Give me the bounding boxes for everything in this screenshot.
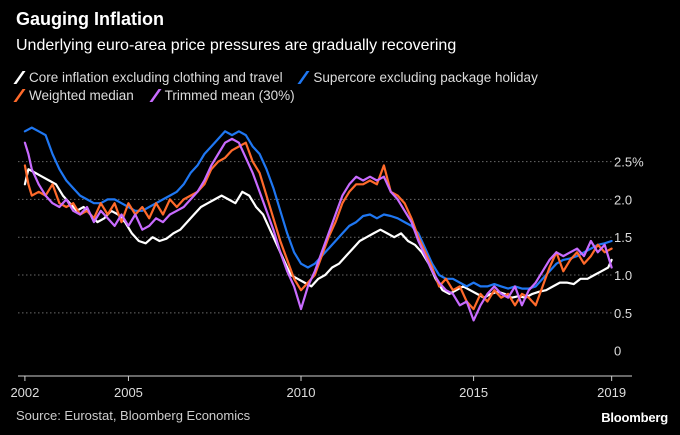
legend-item-supercore: Supercore excluding package holiday xyxy=(297,70,538,85)
legend-item-core: Core inflation excluding clothing and tr… xyxy=(13,70,283,85)
x-tick-label: 2005 xyxy=(114,385,143,400)
x-tick-label: 2002 xyxy=(10,385,39,400)
legend-label-core: Core inflation excluding clothing and tr… xyxy=(29,70,283,85)
source-note: Source: Eurostat, Bloomberg Economics xyxy=(16,408,251,423)
series-weighted-median xyxy=(23,141,613,311)
legend-label-weighted-median: Weighted median xyxy=(29,88,134,103)
axes: 0 0.5 1.0 1.5 2.0 2.5% 2002 2005 2010 2015 2019 xyxy=(10,155,644,400)
x-tick-label: 2019 xyxy=(597,385,626,400)
gridlines xyxy=(18,161,612,314)
legend-label-trimmed-mean: Trimmed mean (30%) xyxy=(164,88,295,103)
y-tick-label: 1.5 xyxy=(614,230,632,245)
legend-row-2: Weighted median Trimmed mean (30%) xyxy=(13,88,309,105)
y-tick-label: 1.0 xyxy=(614,268,632,283)
series-core-inflation xyxy=(23,168,613,299)
legend-item-trimmed-mean: Trimmed mean (30%) xyxy=(149,88,295,103)
y-tick-label: 2.0 xyxy=(614,192,632,207)
y-tick-label: 0.5 xyxy=(614,306,632,321)
legend-row-1: Core inflation excluding clothing and tr… xyxy=(13,70,552,87)
x-tick-label: 2010 xyxy=(287,385,316,400)
chart-subtitle: Underlying euro-area price pressures are… xyxy=(16,37,457,54)
chart-title: Gauging Inflation xyxy=(16,9,164,29)
legend-item-weighted-median: Weighted median xyxy=(13,88,134,103)
x-tick-label: 2015 xyxy=(459,385,488,400)
series-trimmed-mean xyxy=(23,137,613,322)
legend-label-supercore: Supercore excluding package holiday xyxy=(313,70,538,85)
series-lines xyxy=(23,126,613,322)
y-tick-label: 2.5% xyxy=(614,155,644,170)
brand-logo: Bloomberg xyxy=(601,410,668,425)
y-tick-label: 0 xyxy=(614,344,621,359)
